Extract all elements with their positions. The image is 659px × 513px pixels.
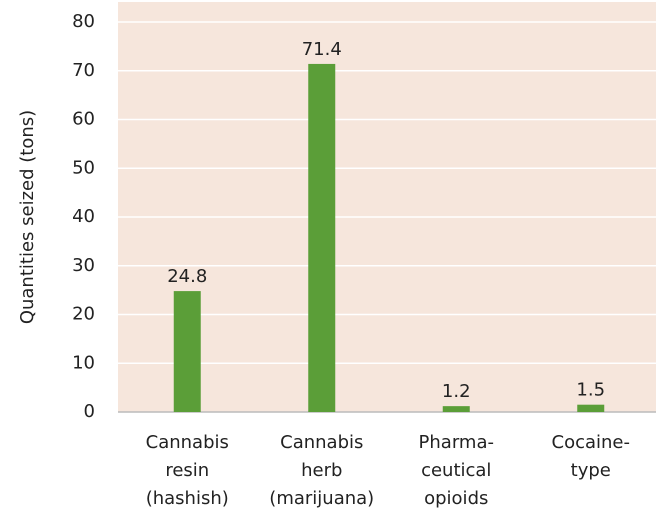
x-tick-label: herb: [301, 460, 342, 481]
value-label: 1.2: [442, 381, 471, 402]
y-tick-label: 0: [84, 401, 95, 422]
value-label: 24.8: [167, 266, 207, 287]
x-tick-label: Cannabis: [146, 432, 229, 453]
y-tick-label: 30: [72, 255, 95, 276]
x-tick-label: Cannabis: [280, 432, 363, 453]
x-tick-label: Cocaine-: [552, 432, 631, 453]
x-tick-label: (hashish): [146, 488, 229, 509]
y-tick-label: 10: [72, 352, 95, 373]
bar: [308, 63, 336, 413]
y-tick-label: 60: [72, 109, 95, 130]
x-tick-label: opioids: [424, 488, 488, 509]
bar: [442, 406, 470, 412]
y-axis-label: Quantities seized (tons): [17, 110, 38, 324]
y-tick-label: 50: [72, 157, 95, 178]
x-tick-label: type: [571, 460, 611, 481]
y-tick-label: 80: [72, 11, 95, 32]
x-tick-label: Pharma-: [419, 432, 494, 453]
x-tick-label: (marijuana): [269, 488, 374, 509]
value-label: 1.5: [576, 380, 605, 401]
y-tick-label: 40: [72, 206, 95, 227]
y-tick-label: 70: [72, 60, 95, 81]
x-tick-label: ceutical: [421, 460, 491, 481]
x-tick-label: resin: [165, 460, 209, 481]
y-tick-label: 20: [72, 304, 95, 325]
value-label: 71.4: [302, 39, 342, 60]
bar: [173, 291, 201, 412]
bar: [577, 404, 605, 412]
